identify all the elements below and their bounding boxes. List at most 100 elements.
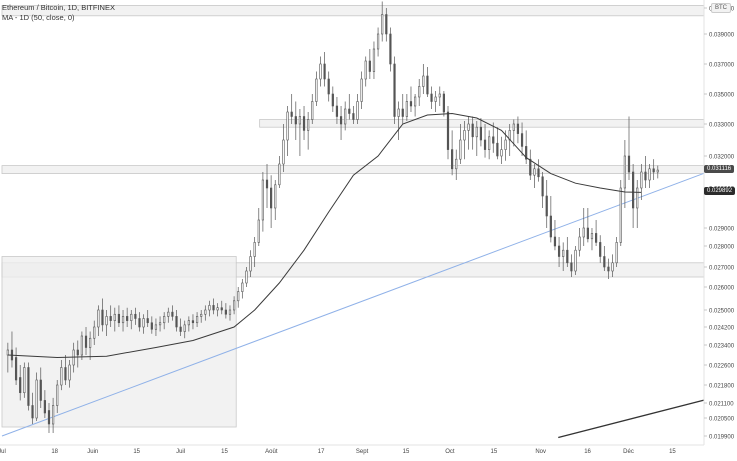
candle-body bbox=[644, 171, 647, 181]
candle-55 bbox=[228, 305, 232, 321]
second-trend-line bbox=[558, 399, 705, 439]
candle-147 bbox=[607, 258, 610, 279]
candle-149 bbox=[615, 237, 618, 267]
candle-36 bbox=[150, 316, 153, 334]
candle-body bbox=[113, 313, 116, 321]
symbol-title[interactable]: Ethereum / Bitcoin, 1D, BITFINEX bbox=[2, 3, 115, 12]
price-tick-label: 0.035000 bbox=[709, 92, 735, 98]
candle-38 bbox=[158, 316, 162, 332]
candle-91 bbox=[376, 27, 380, 57]
candle-body bbox=[294, 116, 297, 125]
candle-78 bbox=[323, 52, 326, 87]
candle-28 bbox=[117, 305, 121, 327]
currency-badge[interactable]: BTC bbox=[711, 3, 731, 13]
candle-body bbox=[187, 320, 190, 326]
candle-124 bbox=[512, 119, 515, 147]
candle-body bbox=[364, 60, 367, 80]
candle-7 bbox=[31, 392, 34, 424]
candle-30 bbox=[126, 307, 129, 327]
candle-11 bbox=[47, 403, 51, 433]
price-tick-label: 0.024200 bbox=[709, 325, 735, 331]
price-axis[interactable]: 0.0410000.0390000.0370000.0350000.033000… bbox=[704, 6, 735, 440]
candle-body bbox=[245, 270, 248, 284]
candle-45 bbox=[187, 316, 190, 332]
price-tick-label: 0.033000 bbox=[709, 122, 735, 128]
last-price-badge: 0.031116 bbox=[704, 165, 735, 174]
candle-body bbox=[93, 326, 96, 339]
time-tick-label: 15 bbox=[403, 449, 410, 455]
candle-body bbox=[64, 367, 67, 381]
candle-body bbox=[43, 400, 46, 414]
candle-body bbox=[422, 75, 425, 87]
candle-body bbox=[352, 113, 355, 120]
candle-body bbox=[586, 227, 589, 240]
candle-body bbox=[146, 318, 149, 324]
candle-3 bbox=[14, 347, 18, 385]
time-axis[interactable]: Jul 18 Juin 15 Juil 15 Août 17 Sept 15 Oct 15 Nov 16 D… bbox=[0, 449, 676, 455]
candle-65 bbox=[270, 175, 273, 228]
candle-157 bbox=[648, 164, 651, 188]
candle-body bbox=[286, 111, 289, 141]
candle-body bbox=[208, 305, 211, 311]
candle-26 bbox=[109, 305, 112, 327]
candle-23 bbox=[97, 305, 100, 336]
time-tick-label: Oct bbox=[445, 449, 455, 455]
candle-body bbox=[549, 215, 552, 238]
candle-body bbox=[372, 48, 376, 72]
candle-82 bbox=[339, 106, 343, 140]
candle-153 bbox=[632, 164, 635, 228]
candle-body bbox=[274, 184, 277, 209]
candle-body bbox=[455, 158, 458, 170]
candle-18 bbox=[76, 340, 79, 368]
time-tick-label: Août bbox=[265, 449, 278, 455]
candle-90 bbox=[372, 41, 376, 79]
support-resistance-zones bbox=[1, 5, 705, 428]
candle-body bbox=[282, 139, 285, 165]
candle-87 bbox=[360, 71, 363, 109]
candle-body bbox=[512, 123, 515, 131]
candle-114 bbox=[471, 116, 474, 150]
candle-113 bbox=[467, 116, 470, 150]
candle-body bbox=[39, 379, 42, 401]
candle-body bbox=[220, 307, 223, 311]
candle-73 bbox=[302, 106, 306, 140]
candle-14 bbox=[60, 360, 63, 391]
candle-52 bbox=[216, 303, 219, 317]
candle-141 bbox=[582, 208, 585, 246]
candle-77 bbox=[319, 56, 322, 87]
candle-body bbox=[648, 168, 651, 181]
candle-21 bbox=[89, 331, 92, 360]
candle-body bbox=[109, 316, 112, 321]
candle-body bbox=[619, 187, 622, 243]
candle-body bbox=[47, 410, 51, 425]
price-tick-label: 0.028000 bbox=[709, 244, 735, 250]
candle-109 bbox=[451, 130, 454, 176]
candle-body bbox=[615, 242, 618, 264]
time-tick-label: 15 bbox=[491, 449, 498, 455]
candle-body bbox=[163, 316, 166, 324]
candle-body bbox=[97, 309, 100, 328]
candle-70 bbox=[290, 94, 293, 124]
candlesticks bbox=[6, 1, 659, 433]
candle-body bbox=[134, 313, 137, 319]
candle-58 bbox=[241, 279, 244, 299]
candle-body bbox=[121, 316, 125, 324]
candle-74 bbox=[307, 112, 310, 150]
ma-50-line bbox=[7, 112, 642, 359]
candle-body bbox=[14, 357, 18, 381]
candle-44 bbox=[183, 320, 186, 339]
price-zone-3 bbox=[1, 165, 705, 175]
candle-133 bbox=[549, 196, 552, 243]
indicator-label[interactable]: MA - 1D (50, close, 0) bbox=[2, 13, 75, 22]
candle-9 bbox=[39, 367, 42, 408]
candle-51 bbox=[212, 298, 215, 315]
time-tick-label: Nov bbox=[535, 449, 546, 455]
candle-body bbox=[611, 262, 614, 272]
candle-body bbox=[171, 311, 174, 317]
candle-158 bbox=[652, 159, 655, 180]
candle-body bbox=[541, 176, 544, 197]
candle-body bbox=[191, 320, 195, 324]
candle-body bbox=[594, 233, 598, 243]
